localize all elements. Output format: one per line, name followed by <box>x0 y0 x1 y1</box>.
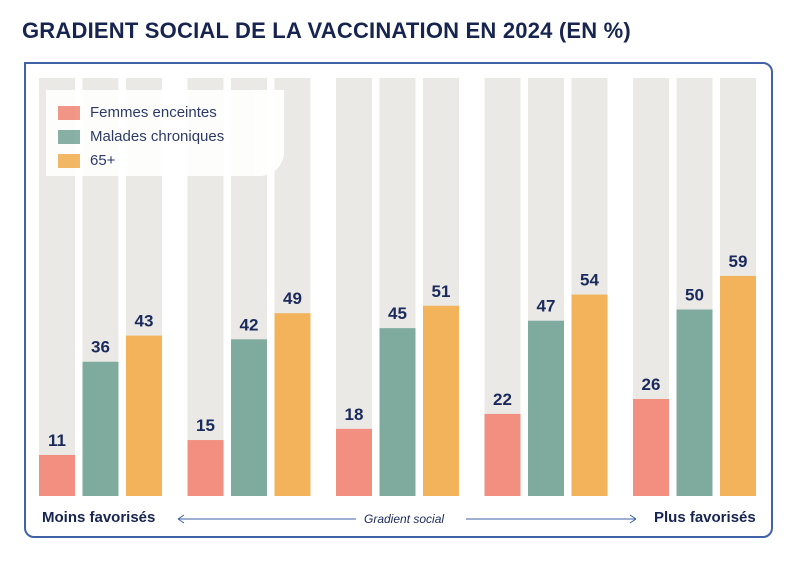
bar <box>231 339 267 496</box>
data-label: 45 <box>388 304 407 323</box>
axis-label-left: Moins favorisés <box>42 509 156 526</box>
legend-swatch-65-plus <box>58 153 80 168</box>
chart-title: GRADIENT SOCIAL DE LA VACCINATION EN 202… <box>22 18 631 43</box>
bar <box>82 361 119 496</box>
legend-label-65-plus: 65+ <box>90 152 116 169</box>
data-label: 15 <box>196 416 215 435</box>
data-label: 26 <box>642 375 661 394</box>
bar <box>720 275 756 496</box>
bar <box>528 320 564 496</box>
bar <box>39 454 75 496</box>
arrow-head-right <box>629 514 637 524</box>
axis-caption: Gradient social <box>364 512 445 526</box>
legend-item-malades-chroniques: Malades chroniques <box>58 128 224 145</box>
legend-item-femmes-enceintes: Femmes enceintes <box>58 104 217 121</box>
data-label: 43 <box>135 312 154 331</box>
chart-frame <box>24 62 773 538</box>
bar <box>571 294 608 496</box>
bar <box>336 428 372 496</box>
data-label: 11 <box>48 431 66 450</box>
bar <box>676 309 713 496</box>
data-label: 50 <box>685 286 704 305</box>
legend-swatch-femmes-enceintes <box>58 105 80 120</box>
bar <box>633 399 669 496</box>
data-label: 22 <box>493 390 512 409</box>
bar-track <box>336 78 372 496</box>
bar <box>187 440 224 496</box>
bar <box>423 305 459 496</box>
data-label: 42 <box>240 315 259 334</box>
legend-label-malades-chroniques: Malades chroniques <box>90 128 225 145</box>
legend-label-femmes-enceintes: Femmes enceintes <box>90 104 217 121</box>
data-label: 51 <box>432 282 451 301</box>
data-label: 54 <box>580 271 599 290</box>
legend-item-65-plus: 65+ <box>58 152 115 169</box>
bar <box>379 328 416 496</box>
data-label: 36 <box>91 338 110 357</box>
arrow-head-left <box>177 514 185 524</box>
bar <box>126 335 162 496</box>
data-label: 49 <box>283 289 302 308</box>
legend-swatch-malades-chroniques <box>58 129 80 144</box>
data-label: 47 <box>537 297 556 316</box>
bar <box>274 313 311 496</box>
axis-label-right: Plus favorisés <box>654 509 756 526</box>
data-label: 18 <box>345 405 364 424</box>
bar <box>484 413 521 496</box>
data-label: 59 <box>729 252 748 271</box>
legend: Femmes enceintes Malades chroniques 65+ <box>46 90 284 176</box>
